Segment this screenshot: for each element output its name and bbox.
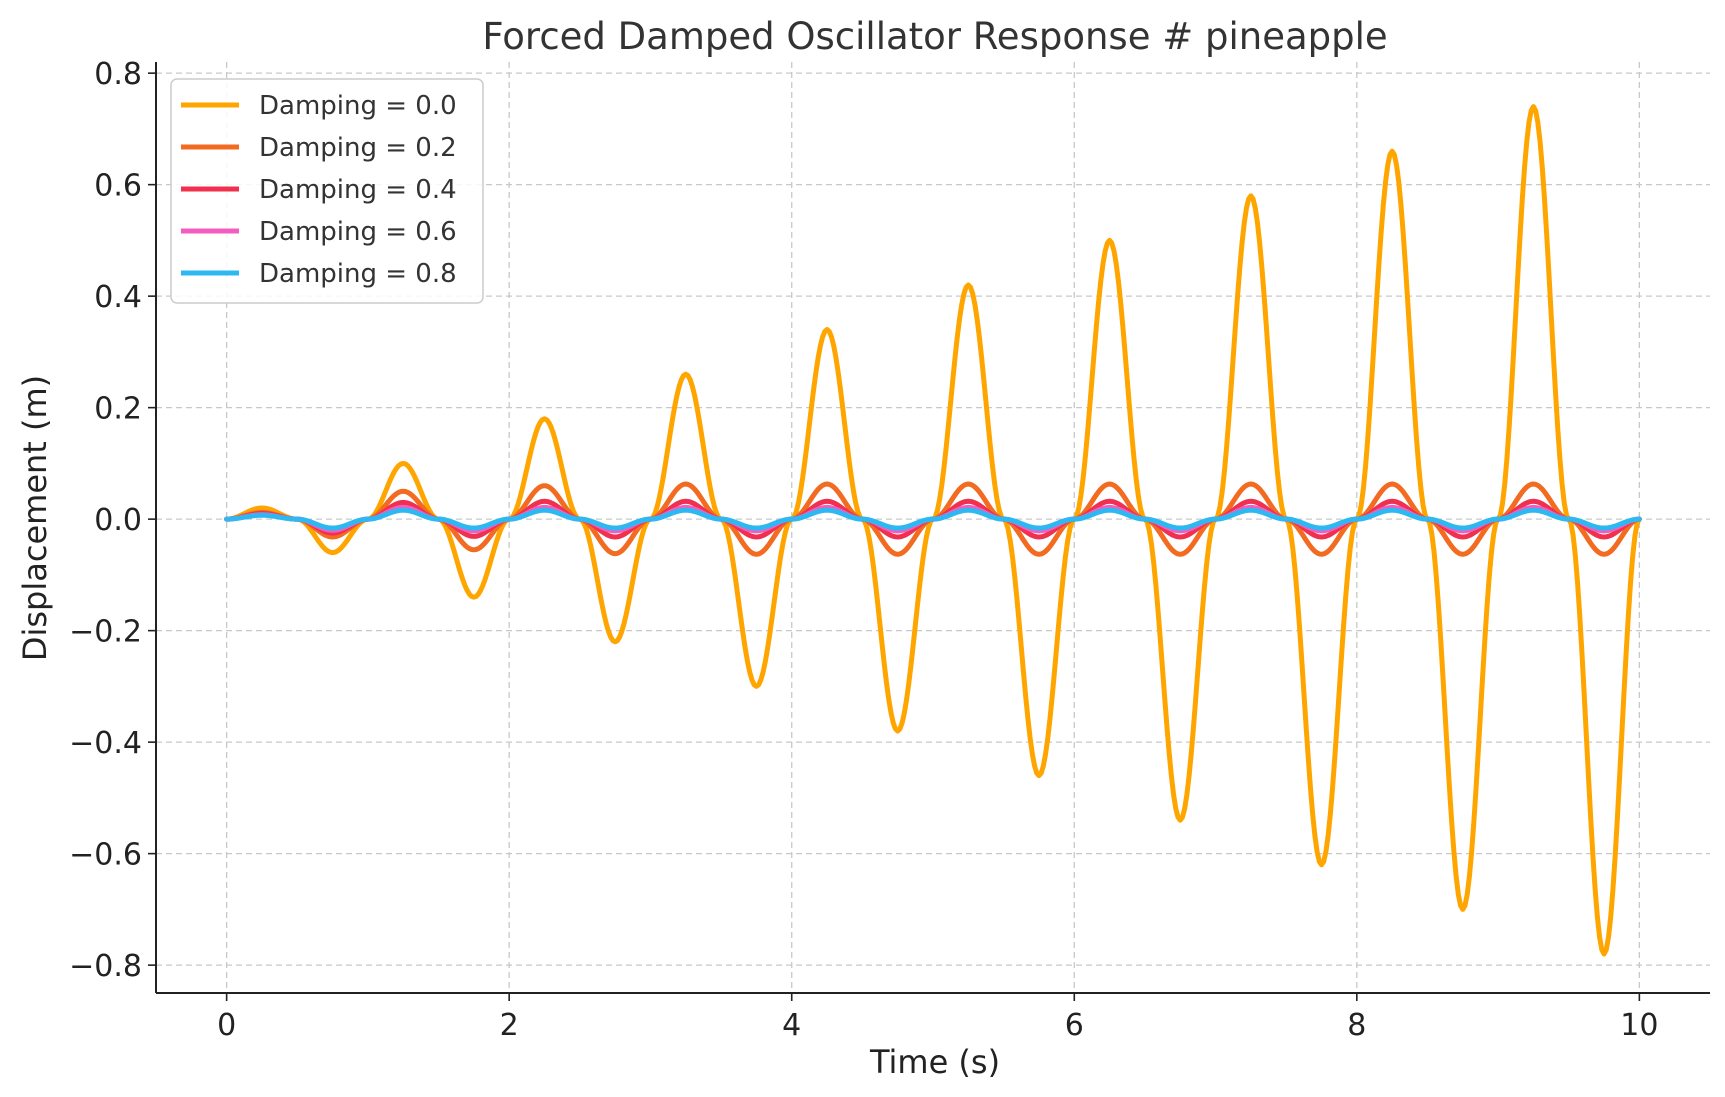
legend: Damping = 0.0 Damping = 0.2 Damping = 0.4 D… [170, 78, 484, 304]
y-tick-label: −0.2 [69, 615, 142, 650]
x-tick-label: 8 [1347, 1008, 1366, 1043]
y-tick-label: 0.8 [94, 57, 142, 92]
x-tick-label: 2 [500, 1008, 519, 1043]
axes-layer [155, 62, 1710, 994]
legend-label-3: Damping = 0.6 [259, 217, 457, 247]
y-tick-label: 0.4 [94, 280, 142, 315]
legend-label-0: Damping = 0.0 [259, 91, 457, 121]
legend-box [170, 78, 484, 304]
series-layer [224, 104, 1642, 957]
grid-layer [156, 62, 1710, 993]
y-tick-label: 0.0 [94, 503, 142, 538]
y-axis-label: Displacement (m) [16, 375, 54, 661]
y-tick-label: 0.6 [94, 169, 142, 204]
legend-label-4: Damping = 0.8 [259, 259, 457, 289]
ticks-layer: 0 2 4 6 8 10 −0.8 −0.6 −0.4 −0.2 0.0 0.2 0.4 0.6 0.8 [69, 57, 1658, 1043]
y-tick-label: −0.8 [69, 949, 142, 984]
x-tick-label: 0 [217, 1008, 236, 1043]
chart-title: Forced Damped Oscillator Response # pine… [482, 15, 1387, 58]
y-tick-label: 0.2 [94, 392, 142, 427]
y-tick-label: −0.6 [69, 838, 142, 873]
series-line-4 [224, 507, 1642, 531]
x-axis-label: Time (s) [869, 1043, 1000, 1081]
x-tick-label: 6 [1065, 1008, 1084, 1043]
y-tick-label: −0.4 [69, 726, 142, 761]
x-tick-label: 4 [782, 1008, 801, 1043]
x-tick-label: 10 [1620, 1008, 1658, 1043]
legend-label-1: Damping = 0.2 [259, 133, 457, 163]
legend-label-2: Damping = 0.4 [259, 175, 457, 205]
